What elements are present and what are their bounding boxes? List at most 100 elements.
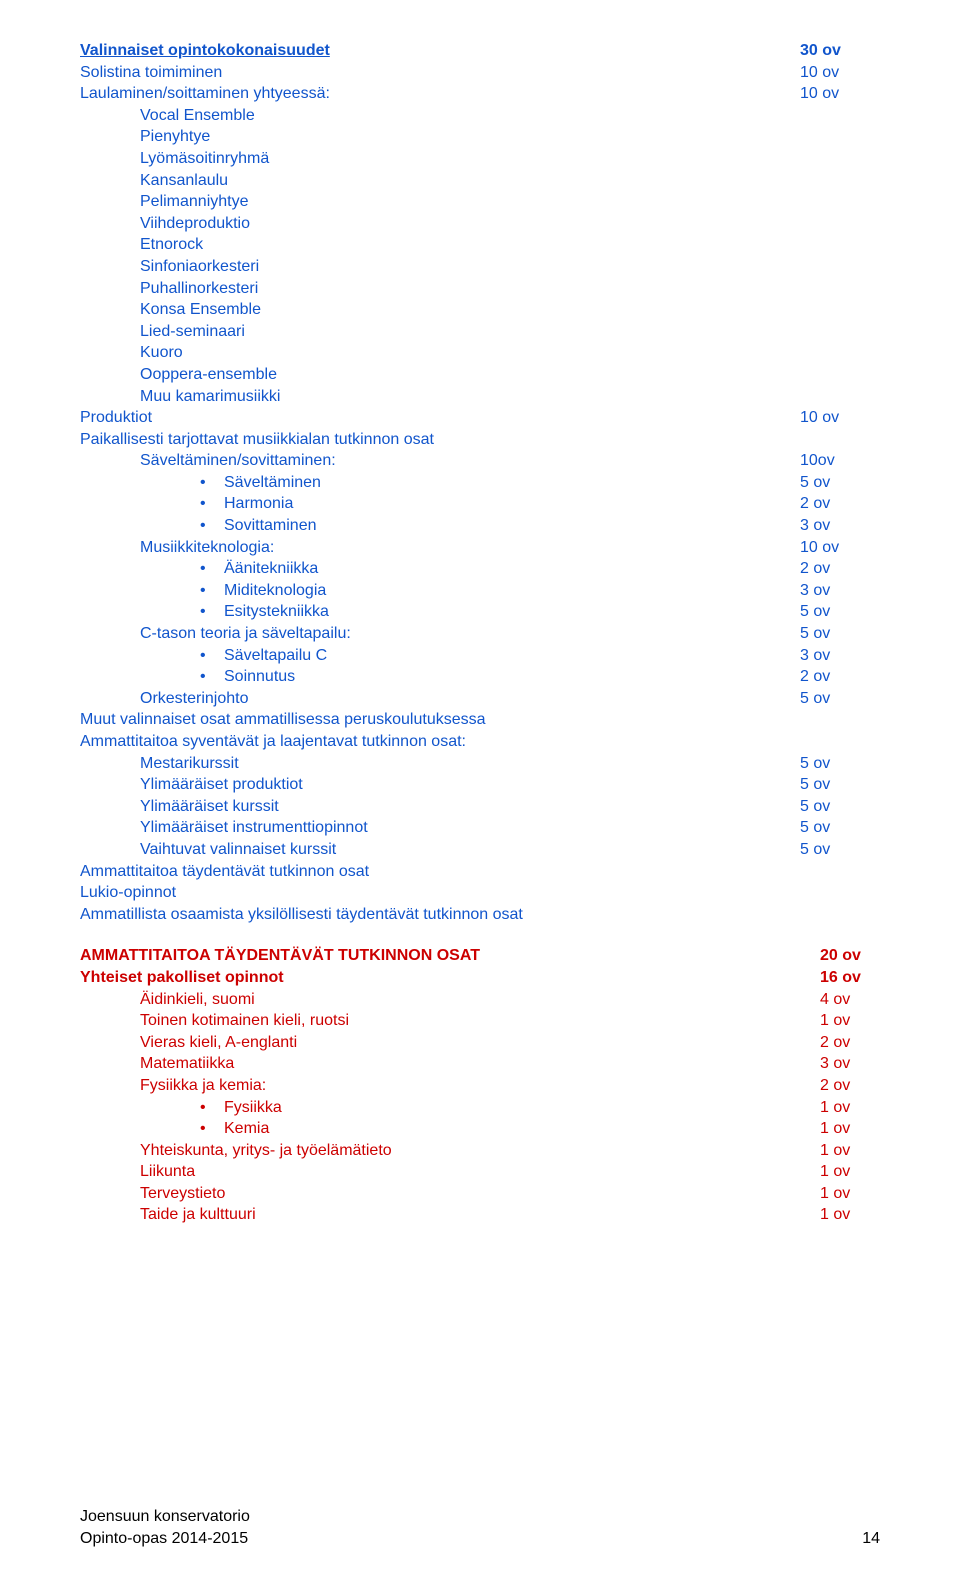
row-value: 10 ov — [800, 62, 880, 84]
bullet-value: 3 ov — [800, 580, 880, 602]
bullet-value: 2 ov — [800, 558, 880, 580]
row-fyskem: Fysiikka ja kemia: 2 ov — [80, 1075, 880, 1097]
row-produktiot: Produktiot 10 ov — [80, 407, 880, 429]
ensemble-item: Viihdeproduktio — [80, 213, 880, 235]
bullet-label: Harmonia — [224, 493, 800, 515]
row-ammattitaitoa-syv: Ammattitaitoa syventävät ja laajentavat … — [80, 731, 880, 753]
row-paikallisesti: Paikallisesti tarjottavat musiikkialan t… — [80, 429, 880, 451]
page-footer: Joensuun konservatorio Opinto-opas 2014-… — [80, 1506, 880, 1549]
item-label: Äidinkieli, suomi — [80, 989, 820, 1011]
bullet-item: •Miditeknologia3 ov — [80, 580, 880, 602]
row-label: Laulaminen/soittaminen yhtyeessä: — [80, 83, 800, 105]
list-item: Mestarikurssit5 ov — [80, 753, 880, 775]
row-saveltaminen-sov: Säveltäminen/sovittaminen: 10ov — [80, 450, 880, 472]
spacer — [80, 925, 880, 945]
row-value: 10 ov — [800, 407, 880, 429]
syv-items: Mestarikurssit5 ovYlimääräiset produktio… — [80, 753, 880, 861]
saveltaminen-sov-items: •Säveltäminen5 ov•Harmonia2 ov•Sovittami… — [80, 472, 880, 537]
heading-label: Valinnaiset opintokokonaisuudet — [80, 40, 800, 62]
bullet-item: •Esitystekniikka5 ov — [80, 601, 880, 623]
item-label: Mestarikurssit — [80, 753, 800, 775]
heading-section2: AMMATTITAITOA TÄYDENTÄVÄT TUTKINNON OSAT… — [80, 945, 880, 967]
bullet-item: •Säveltapailu C3 ov — [80, 645, 880, 667]
row-muut-valinnaiset: Muut valinnaiset osat ammatillisessa per… — [80, 709, 880, 731]
item-value: 2 ov — [820, 1032, 880, 1054]
row-label: Produktiot — [80, 407, 800, 429]
footer-subtitle: Opinto-opas 2014-2015 — [80, 1528, 250, 1550]
list-item: Taide ja kulttuuri1 ov — [80, 1204, 880, 1226]
list-item: Liikunta1 ov — [80, 1161, 880, 1183]
footer-left: Joensuun konservatorio Opinto-opas 2014-… — [80, 1506, 250, 1549]
bullet-icon: • — [200, 472, 224, 494]
row-label: Yhteiset pakolliset opinnot — [80, 967, 820, 989]
item-value: 4 ov — [820, 989, 880, 1011]
bullet-value: 5 ov — [800, 601, 880, 623]
row-label: C-tason teoria ja säveltapailu: — [80, 623, 800, 645]
bullet-icon: • — [200, 493, 224, 515]
row-value: 2 ov — [820, 1075, 880, 1097]
footer-title: Joensuun konservatorio — [80, 1506, 250, 1528]
bullet-icon: • — [200, 580, 224, 602]
item-value: 5 ov — [800, 817, 880, 839]
bullet-label: Säveltäminen — [224, 472, 800, 494]
row-ammatillista: Ammatillista osaamista yksilöllisesti tä… — [80, 904, 880, 926]
ensembles-list: Vocal EnsemblePienyhtyeLyömäsoitinryhmäK… — [80, 105, 880, 407]
list-item: Ylimääräiset kurssit5 ov — [80, 796, 880, 818]
ensemble-item: Pelimanniyhtye — [80, 191, 880, 213]
item-label: Yhteiskunta, yritys- ja työelämätieto — [80, 1140, 820, 1162]
bullet-value: 3 ov — [800, 645, 880, 667]
bullet-item: •Säveltäminen5 ov — [80, 472, 880, 494]
row-value: 10 ov — [800, 83, 880, 105]
bullet-icon: • — [200, 1118, 224, 1140]
item-label: Matematiikka — [80, 1053, 820, 1075]
item-value: 5 ov — [800, 753, 880, 775]
ensemble-item: Lied-seminaari — [80, 321, 880, 343]
bullet-value: 5 ov — [800, 472, 880, 494]
bullet-value: 1 ov — [820, 1097, 880, 1119]
ensemble-item: Ooppera-ensemble — [80, 364, 880, 386]
row-value: 16 ov — [820, 967, 880, 989]
row-label: Solistina toimiminen — [80, 62, 800, 84]
item-value: 5 ov — [800, 839, 880, 861]
bullet-icon: • — [200, 601, 224, 623]
bullet-icon: • — [200, 645, 224, 667]
musiikkitek-items: •Äänitekniikka2 ov•Miditeknologia3 ov•Es… — [80, 558, 880, 623]
row-musiikkitek: Musiikkiteknologia: 10 ov — [80, 537, 880, 559]
yhteiset-items2: Yhteiskunta, yritys- ja työelämätieto1 o… — [80, 1140, 880, 1226]
list-item: Terveystieto1 ov — [80, 1183, 880, 1205]
row-lukio: Lukio-opinnot — [80, 882, 880, 904]
bullet-item: •Fysiikka1 ov — [80, 1097, 880, 1119]
ensemble-item: Puhallinorkesteri — [80, 278, 880, 300]
item-value: 1 ov — [820, 1183, 880, 1205]
bullet-label: Kemia — [224, 1118, 820, 1140]
list-item: Yhteiskunta, yritys- ja työelämätieto1 o… — [80, 1140, 880, 1162]
row-label: Säveltäminen/sovittaminen: — [80, 450, 800, 472]
ctason-items: •Säveltapailu C3 ov•Soinnutus2 ov — [80, 645, 880, 688]
bullet-icon: • — [200, 666, 224, 688]
bullet-label: Miditeknologia — [224, 580, 800, 602]
ensemble-item: Vocal Ensemble — [80, 105, 880, 127]
list-item: Vaihtuvat valinnaiset kurssit5 ov — [80, 839, 880, 861]
bullet-value: 2 ov — [800, 493, 880, 515]
row-laulaminen: Laulaminen/soittaminen yhtyeessä: 10 ov — [80, 83, 880, 105]
bullet-item: •Soinnutus2 ov — [80, 666, 880, 688]
page-container: Valinnaiset opintokokonaisuudet 30 ov So… — [0, 0, 960, 1589]
bullet-icon: • — [200, 515, 224, 537]
ensemble-item: Sinfoniaorkesteri — [80, 256, 880, 278]
item-label: Ylimääräiset kurssit — [80, 796, 800, 818]
list-item: Vieras kieli, A-englanti2 ov — [80, 1032, 880, 1054]
row-solistina: Solistina toimiminen 10 ov — [80, 62, 880, 84]
bullet-label: Fysiikka — [224, 1097, 820, 1119]
heading-label: AMMATTITAITOA TÄYDENTÄVÄT TUTKINNON OSAT — [80, 945, 820, 967]
item-value: 1 ov — [820, 1010, 880, 1032]
row-value: 5 ov — [800, 688, 880, 710]
ensemble-item: Konsa Ensemble — [80, 299, 880, 321]
item-value: 1 ov — [820, 1204, 880, 1226]
bullet-item: •Harmonia2 ov — [80, 493, 880, 515]
row-value: 10 ov — [800, 537, 880, 559]
row-value: 10ov — [800, 450, 880, 472]
item-label: Toinen kotimainen kieli, ruotsi — [80, 1010, 820, 1032]
ensemble-item: Kansanlaulu — [80, 170, 880, 192]
bullet-item: •Kemia1 ov — [80, 1118, 880, 1140]
bullet-item: •Sovittaminen3 ov — [80, 515, 880, 537]
